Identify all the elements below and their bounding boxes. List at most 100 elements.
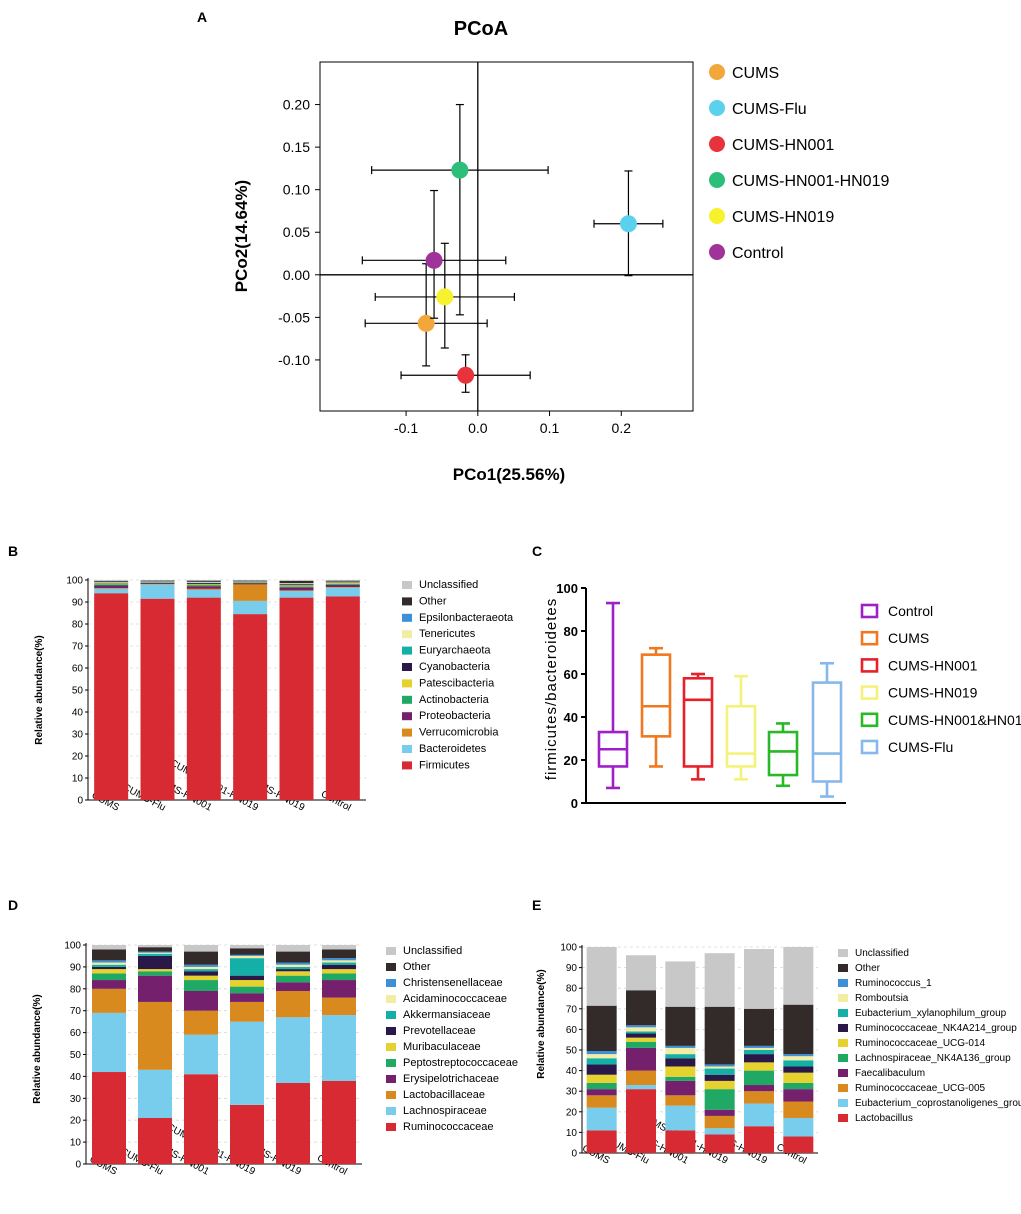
e-legend-swatch xyxy=(838,1039,848,1047)
b-bar-segment-bacteroidetes xyxy=(94,588,129,594)
pcoa-x-ticks: -0.1 0.0 0.1 0.2 xyxy=(394,411,631,436)
e-bar-segment-ruminococcaceae_nk4a214_group xyxy=(704,1074,735,1081)
e-legend-swatch xyxy=(838,1084,848,1092)
d-bar-segment-acidaminococcaceae xyxy=(276,964,310,967)
e-bar-segment-ruminococcaceae_ucg-005 xyxy=(626,1070,656,1086)
panel-d-legend: Unclassified Other Christensenellaceae Acid… xyxy=(386,945,518,1133)
c-y-tick-label: 60 xyxy=(564,667,578,682)
b-bar-segment-verrucomicrobia xyxy=(186,588,221,590)
d-y-tick-label: 80 xyxy=(70,984,82,995)
d-bar-segment-lachnospiraceae xyxy=(92,1012,126,1073)
d-bar-segment-other xyxy=(92,949,126,961)
c-y-tick-label: 40 xyxy=(564,710,578,725)
pcoa-reference-lines xyxy=(320,62,693,411)
d-legend-label: Erysipelotrichaceae xyxy=(403,1073,499,1085)
e-bar-segment-other xyxy=(744,1008,774,1046)
d-bar-segment-prevotellaceae xyxy=(138,955,172,970)
e-bar-segment-romboutsia xyxy=(704,1066,735,1069)
panel-b-legend: Unclassified Other Epsilonbacteraeota Tener… xyxy=(402,579,514,771)
b-bar-segment-verrucomicrobia xyxy=(233,584,268,601)
d-bar-segment-lactobacillaceae xyxy=(230,1001,264,1022)
c-legend-swatch xyxy=(860,603,879,619)
e-legend-label: Ruminococcaceae_UCG-014 xyxy=(855,1038,986,1049)
pcoa-x-tick-label: 0.0 xyxy=(468,420,488,436)
d-y-tick-label: 50 xyxy=(70,1050,82,1061)
d-legend-label: Unclassified xyxy=(403,945,462,957)
e-bar-segment-other xyxy=(665,1006,696,1046)
e-bar-segment-eubacterium_xylanophilum_group xyxy=(665,1054,696,1059)
b-y-tick-label: 40 xyxy=(72,708,84,719)
d-bar-segment-unclassified xyxy=(322,945,356,950)
panel-d-y-axis-label: Relative abundance(%) xyxy=(32,994,43,1103)
panel-c-legend: Control CUMS CUMS-HN001 CUMS-HN019 CUMS-HN00… xyxy=(860,603,1021,755)
d-bar-segment-ruminococcaceae xyxy=(138,1118,172,1164)
e-bar-segment-eubacterium_coprostanoligenes_group xyxy=(783,1117,814,1137)
e-bar-segment-lachnospiraceae_nk4a136_group xyxy=(783,1082,814,1090)
d-bar-segment-ruminococcaceae xyxy=(230,1104,264,1164)
d-y-tick-label: 100 xyxy=(64,941,81,952)
d-bar-segment-other xyxy=(138,947,172,952)
d-legend-label: Acidaminococcaceae xyxy=(403,993,507,1005)
pcoa-legend-marker xyxy=(709,208,725,224)
d-bar-segment-prevotellaceae xyxy=(184,971,218,976)
d-legend-swatch xyxy=(386,947,396,955)
d-bar-segment-acidaminococcaceae xyxy=(230,955,264,959)
e-bar-segment-ruminococcaceae_ucg-014 xyxy=(704,1080,735,1090)
b-bar-segment-actinobacteria xyxy=(279,586,314,588)
b-legend-swatch xyxy=(402,613,412,622)
pcoa-legend-marker xyxy=(709,136,725,152)
pcoa-x-tick-label: 0.1 xyxy=(540,420,560,436)
d-bar-segment-lactobacillaceae xyxy=(92,988,126,1013)
d-bar-segment-christensenellaceae xyxy=(322,958,356,961)
d-bar-segment-unclassified xyxy=(276,945,310,952)
d-legend-swatch xyxy=(386,1075,396,1083)
d-legend-swatch xyxy=(386,1059,396,1067)
pcoa-x-axis-label: PCo1(25.56%) xyxy=(453,465,565,484)
d-bar-segment-unclassified xyxy=(184,945,218,952)
d-legend-swatch xyxy=(386,979,396,987)
pcoa-legend-label: CUMS xyxy=(732,65,779,82)
panel-letter-e: E xyxy=(532,897,541,913)
d-bar-segment-prevotellaceae xyxy=(230,975,264,981)
pcoa-y-tick-label: -0.05 xyxy=(278,309,310,325)
c-legend-label: CUMS-HN019 xyxy=(888,685,978,701)
d-legend-swatch xyxy=(386,1123,396,1131)
panel-e-legend: Unclassified Other Ruminococcus_1 Romboutsi… xyxy=(838,948,1021,1124)
panel-b: Relative abundance(%) 0 10 20 30 40 50 60 70 80 9… xyxy=(34,576,514,814)
pcoa-legend-label: CUMS-HN001-HN019 xyxy=(732,173,889,190)
e-legend-label: Eubacterium_xylanophilum_group xyxy=(855,1008,1007,1019)
panel-letter-c: C xyxy=(532,543,542,559)
d-bar-segment-erysipelotrichaceae xyxy=(276,982,310,991)
d-bar-segment-christensenellaceae xyxy=(184,964,218,967)
b-bar-segment-unclassified xyxy=(94,580,129,581)
pcoa-plot-frame xyxy=(319,61,694,412)
e-legend-swatch xyxy=(838,1024,848,1032)
e-bar-segment-ruminococcaceae_ucg-005 xyxy=(665,1095,696,1106)
b-legend-swatch xyxy=(402,630,412,639)
e-legend-swatch xyxy=(838,964,848,972)
pcoa-legend-label: CUMS-HN019 xyxy=(732,209,834,226)
c-box-3 xyxy=(725,704,757,768)
c-box-1 xyxy=(640,653,672,738)
b-bar-segment-proteobacteria xyxy=(186,586,221,589)
e-bar-segment-ruminococcaceae_ucg-005 xyxy=(783,1101,814,1118)
pcoa-legend-marker xyxy=(709,64,725,80)
b-bar-segment-proteobacteria xyxy=(325,584,360,588)
e-bar-segment-romboutsia xyxy=(586,1054,617,1059)
e-bar-segment-lactobacillus xyxy=(704,1134,735,1153)
c-y-tick-label: 80 xyxy=(564,624,578,639)
e-bar-segment-ruminococcaceae_ucg-005 xyxy=(744,1091,774,1104)
e-bar-segment-ruminococcus_1 xyxy=(744,1045,774,1048)
d-legend-label: Peptostreptococcaceae xyxy=(403,1057,518,1069)
pcoa-legend-marker xyxy=(709,244,725,260)
e-legend-label: Eubacterium_coprostanoligenes_group xyxy=(855,1098,1021,1109)
pcoa-y-tick-label: 0.05 xyxy=(283,224,310,240)
e-legend-swatch xyxy=(838,1009,848,1017)
d-legend-label: Akkermansiaceae xyxy=(403,1009,490,1021)
pcoa-x-tick-label: 0.2 xyxy=(612,420,632,436)
e-bar-segment-faecalibaculum xyxy=(665,1080,696,1096)
e-legend-label: Lachnospiraceae_NK4A136_group xyxy=(855,1053,1011,1064)
d-bar-segment-akkermansiaceae xyxy=(92,964,126,967)
b-legend-label: Tenericutes xyxy=(419,628,476,640)
d-legend-swatch xyxy=(386,1107,396,1115)
